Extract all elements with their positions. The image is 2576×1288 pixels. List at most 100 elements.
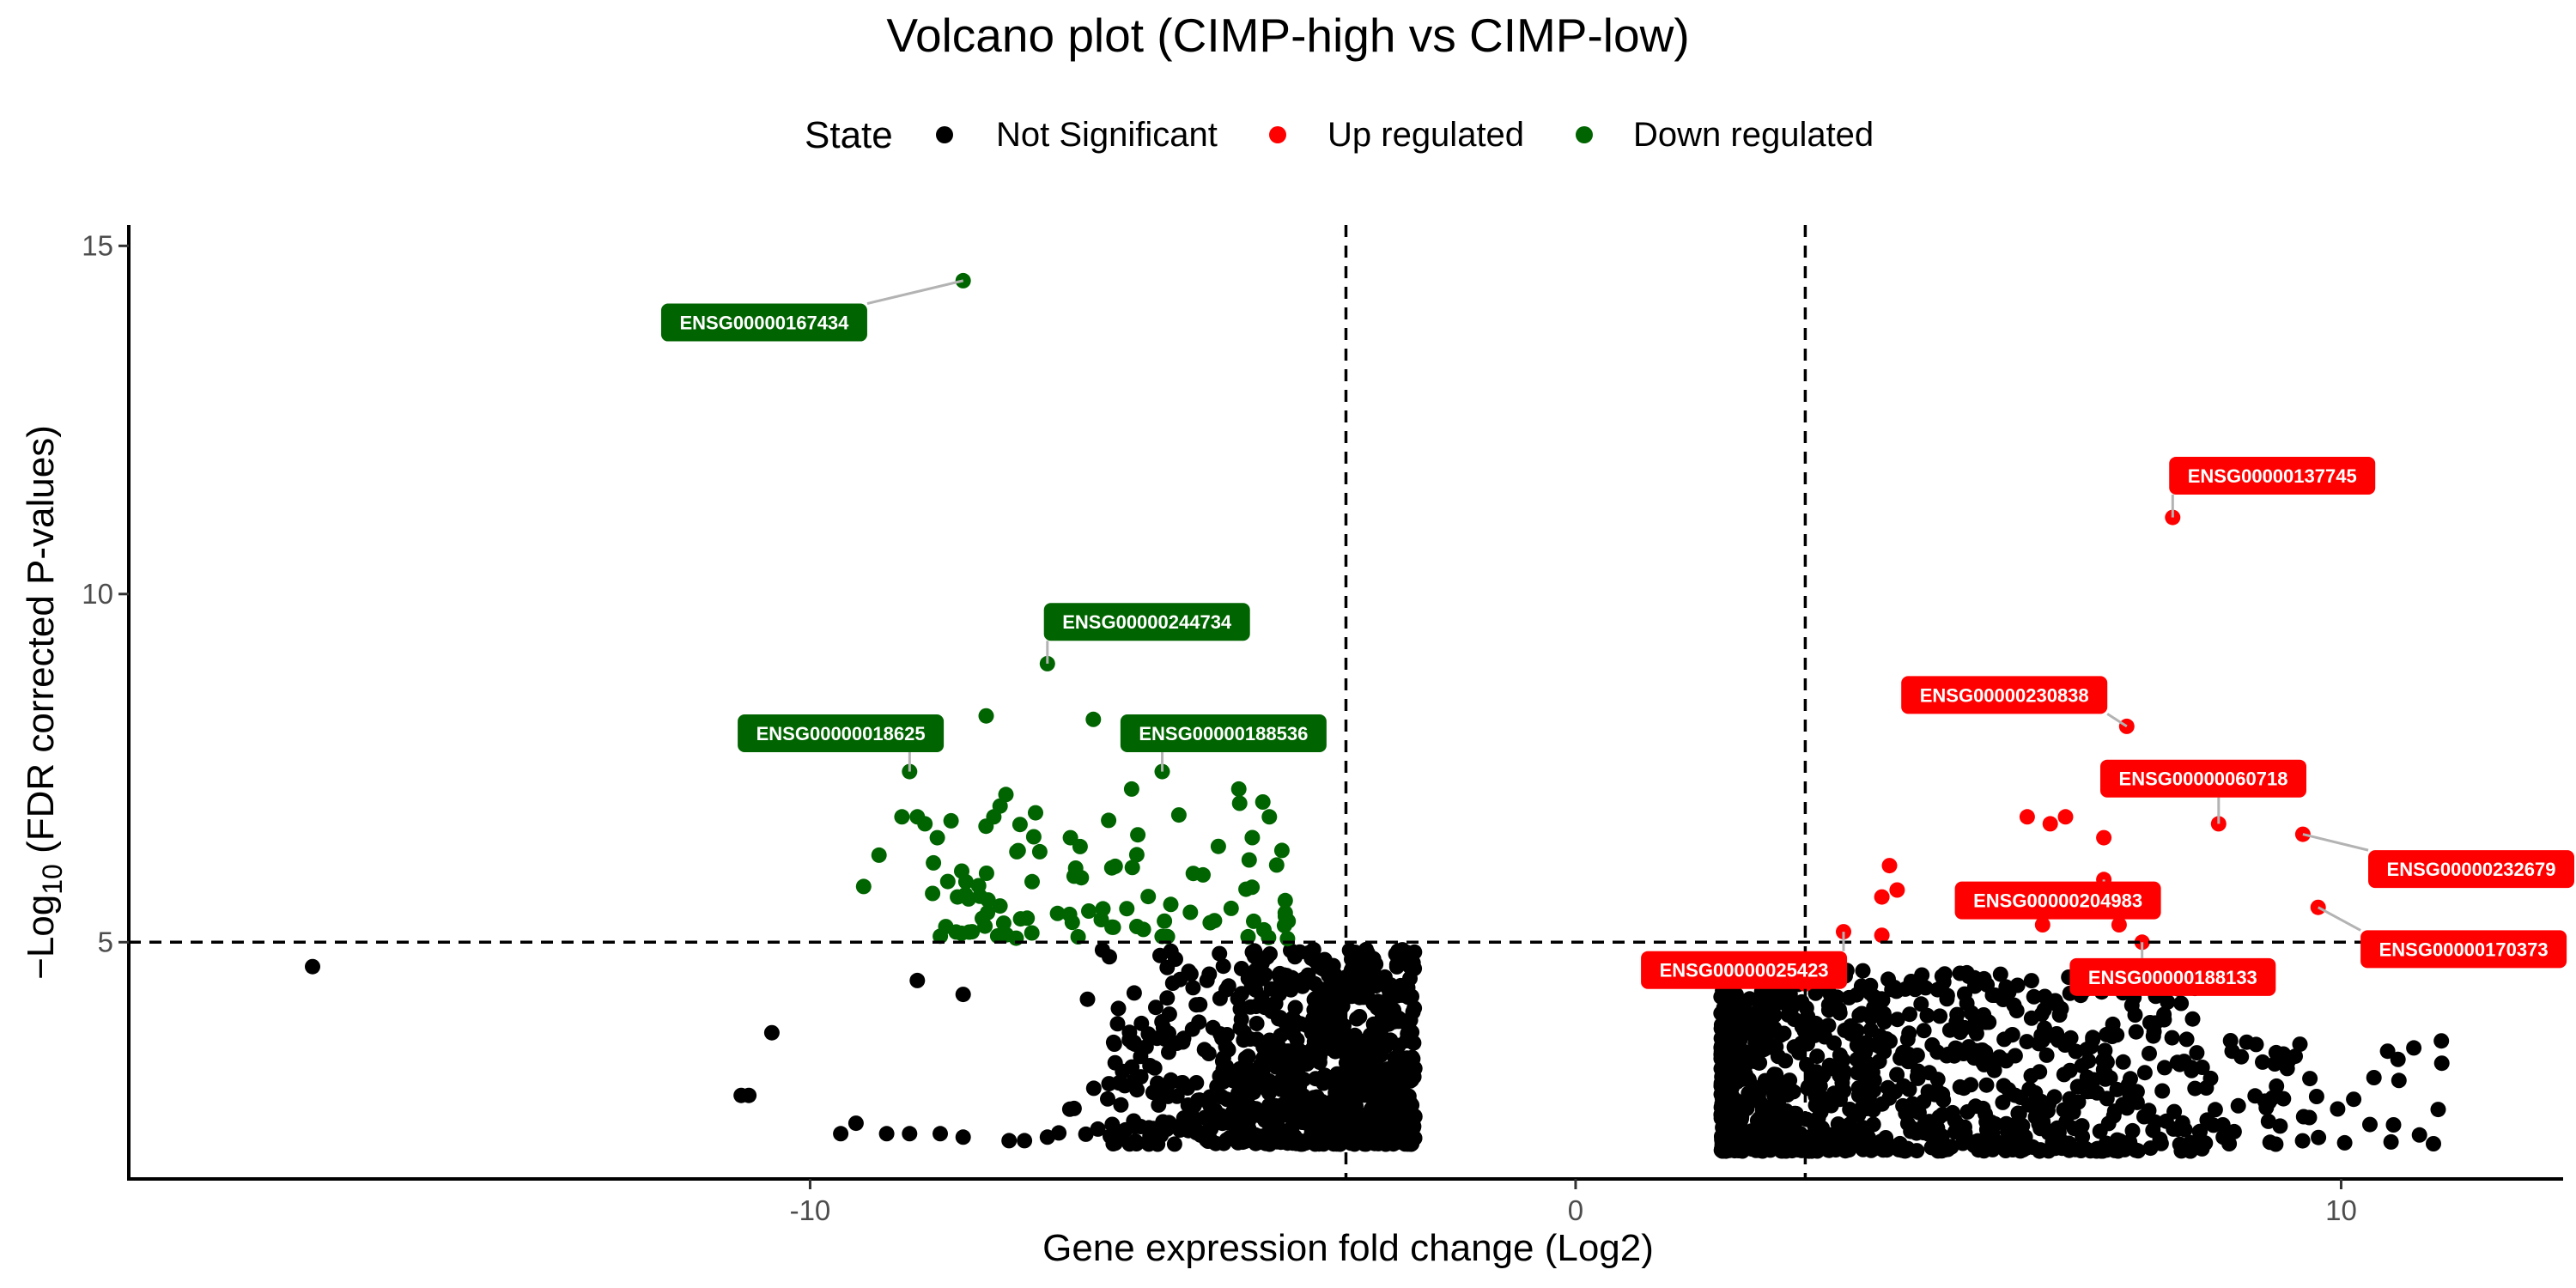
point-not-significant [1901, 1025, 1917, 1042]
point-not-significant [1878, 1130, 1894, 1145]
point-not-significant [1265, 1042, 1281, 1058]
point-not-significant [1349, 957, 1365, 974]
point-not-significant [1939, 991, 1955, 1007]
point-not-significant [2379, 1043, 2396, 1060]
legend-marker-not-significant [936, 126, 953, 143]
point-not-significant [1301, 1016, 1317, 1032]
x-axis-title: Gene expression fold change (Log2) [1042, 1227, 1654, 1269]
point-not-significant [1113, 1097, 1129, 1113]
point-not-significant [2086, 1072, 2102, 1088]
point-not-significant [2166, 1103, 2183, 1120]
point-not-significant [2178, 1031, 2195, 1048]
point-not-significant [1307, 953, 1323, 969]
point-not-significant [1963, 1077, 1979, 1093]
point-up-regulated [2042, 816, 2058, 832]
point-down-regulated [855, 878, 872, 895]
gene-label-connector [2302, 833, 2369, 852]
point-not-significant [2021, 1097, 2038, 1113]
point-down-regulated [1255, 794, 1271, 810]
gene-label-box [738, 714, 945, 752]
point-not-significant [1375, 1086, 1391, 1103]
gene-label-text: ENSG00000170373 [2379, 939, 2549, 960]
gene-label-text: ENSG00000137745 [2188, 465, 2357, 487]
gene-label-box [660, 303, 867, 342]
gene-label-box [2069, 957, 2276, 996]
point-not-significant [1966, 1134, 1983, 1151]
point-not-significant [2248, 1036, 2264, 1053]
point-down-regulated [1107, 858, 1123, 874]
point-not-significant [1249, 1031, 1266, 1048]
point-not-significant [1728, 987, 1744, 1003]
point-down-regulated [1128, 847, 1145, 863]
point-not-significant [1936, 966, 1953, 982]
gene-label-connector [866, 279, 964, 305]
gene-label-ensg00000188536: ENSG00000188536 [1120, 714, 1327, 772]
gene-label-text: ENSG00000188133 [2088, 967, 2257, 988]
point-down-regulated [989, 928, 1005, 944]
point-up-regulated [2165, 509, 2181, 526]
point-not-significant [1978, 1077, 1995, 1093]
point-not-significant [1959, 1103, 1976, 1120]
point-not-significant [1820, 1136, 1836, 1152]
point-not-significant [2272, 1118, 2288, 1134]
point-not-significant [1107, 1054, 1123, 1071]
point-not-significant [2023, 1010, 2039, 1026]
point-down-regulated [1182, 904, 1199, 920]
point-down-regulated [929, 829, 945, 846]
point-down-regulated [1280, 913, 1297, 929]
point-not-significant [2062, 1062, 2078, 1078]
point-not-significant [1952, 1024, 1968, 1041]
point-not-significant [1807, 985, 1824, 1001]
point-not-significant [1916, 1023, 1932, 1039]
point-down-regulated [1246, 913, 1261, 929]
point-not-significant [2385, 1117, 2402, 1133]
point-down-regulated [1119, 901, 1135, 917]
point-not-significant [1387, 1088, 1403, 1104]
point-not-significant [2058, 1114, 2075, 1130]
point-not-significant [1753, 1115, 1770, 1131]
point-not-significant [2036, 1002, 2052, 1018]
point-not-significant [1341, 942, 1358, 958]
point-not-significant [1146, 1060, 1163, 1076]
point-not-significant [1239, 1106, 1255, 1122]
point-not-significant [2169, 1054, 2185, 1071]
point-not-significant [1901, 1081, 1917, 1097]
point-not-significant [1133, 1069, 1149, 1085]
point-not-significant [1192, 996, 1208, 1012]
point-not-significant [1176, 1030, 1192, 1047]
gene-label-text: ENSG00000060718 [2119, 769, 2288, 790]
point-down-regulated [939, 873, 956, 890]
gene-label-box [2099, 759, 2306, 798]
point-not-significant [1248, 1065, 1263, 1081]
point-not-significant [2095, 1143, 2111, 1159]
gene-label-ensg00000232679: ENSG00000232679 [2302, 833, 2575, 889]
point-not-significant [1832, 1067, 1848, 1084]
point-not-significant [1376, 1071, 1392, 1087]
point-not-significant [2302, 1071, 2318, 1087]
point-not-significant [1126, 985, 1142, 1001]
point-down-regulated [1081, 903, 1097, 919]
point-not-significant [2080, 1084, 2096, 1100]
data-points [305, 272, 2450, 1159]
point-down-regulated [1163, 896, 1179, 913]
point-not-significant [1866, 999, 1882, 1016]
point-down-regulated [1241, 852, 1257, 868]
point-not-significant [1968, 1025, 1984, 1042]
point-up-regulated [1874, 889, 1890, 905]
point-not-significant [1201, 966, 1218, 982]
point-not-significant [2009, 1131, 2026, 1146]
point-down-regulated [917, 816, 933, 832]
point-not-significant [1832, 1005, 1848, 1021]
point-not-significant [1254, 970, 1270, 987]
point-not-significant [1729, 1122, 1746, 1139]
point-not-significant [733, 1087, 750, 1103]
point-not-significant [1863, 1142, 1880, 1158]
point-not-significant [1889, 1066, 1905, 1083]
point-up-regulated [2019, 809, 2035, 825]
point-not-significant [1975, 1054, 1990, 1070]
point-down-regulated [1009, 843, 1025, 860]
point-not-significant [1218, 1038, 1234, 1054]
point-not-significant [2104, 1027, 2120, 1043]
point-not-significant [1180, 1116, 1196, 1133]
point-not-significant [1889, 1012, 1905, 1028]
